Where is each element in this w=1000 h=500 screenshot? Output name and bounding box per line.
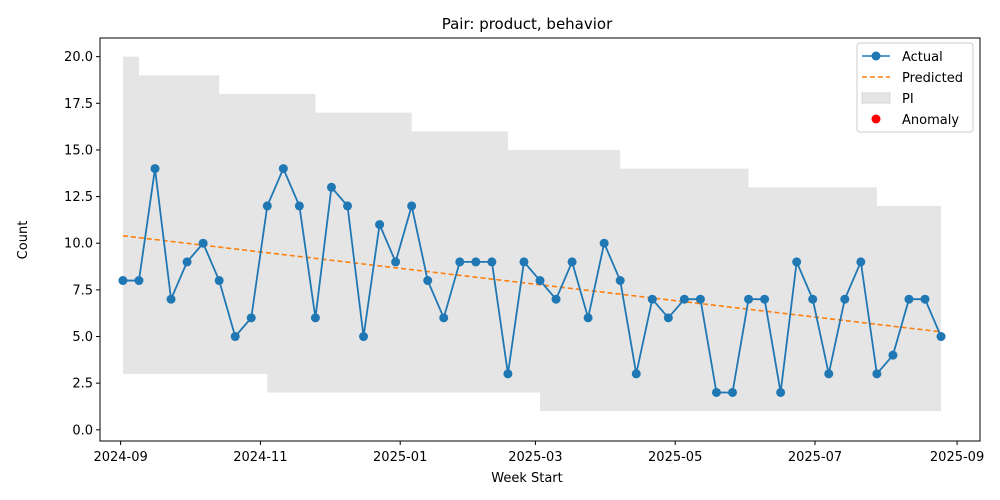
actual-point (214, 276, 224, 286)
actual-point (583, 313, 593, 323)
actual-point (872, 369, 882, 379)
actual-point (728, 387, 737, 397)
legend-predicted-label: Predicted (902, 71, 963, 86)
actual-point (391, 257, 401, 267)
actual-point (567, 257, 577, 267)
prediction-interval-layer (122, 56, 942, 430)
legend-box (856, 42, 974, 133)
actual-point (471, 257, 481, 267)
plot-frame (99, 37, 981, 442)
x-tick-label: 2025-07 (788, 450, 842, 465)
actual-point (760, 294, 770, 304)
actual-point (535, 276, 545, 286)
actual-point (423, 276, 433, 286)
y-tick-label: 12.5 (64, 190, 93, 205)
actual-point (310, 313, 320, 323)
actual-point (278, 164, 288, 174)
x-axis: 2024-09 2024-11 2025-01 2025-03 2025-05 2025-… (93, 441, 984, 465)
actual-point (407, 201, 417, 211)
actual-point (294, 201, 304, 211)
actual-point (695, 294, 705, 304)
actual-point (808, 294, 818, 304)
actual-point (503, 369, 513, 379)
actual-point (359, 332, 369, 342)
y-tick-label: 20.0 (64, 50, 93, 65)
actual-point (118, 276, 128, 286)
predicted-line (122, 234, 942, 333)
actual-line (122, 166, 942, 394)
actual-point (631, 369, 641, 379)
x-tick-label: 2025-03 (508, 450, 562, 465)
y-axis-title: Count (16, 221, 31, 260)
actual-point (744, 294, 754, 304)
actual-point (711, 387, 721, 397)
actual-point (375, 220, 385, 230)
actual-point (904, 294, 914, 304)
y-tick-label: 17.5 (64, 97, 93, 112)
actual-point (663, 313, 673, 323)
actual-point (439, 313, 449, 323)
x-tick-label: 2025-05 (648, 450, 702, 465)
actual-point (343, 201, 352, 211)
actual-point (246, 313, 256, 323)
actual-point (840, 294, 850, 304)
actual-point (888, 350, 898, 360)
legend: Actual Predicted PI Anomaly (856, 42, 974, 133)
actual-point (262, 201, 272, 211)
y-tick-label: 15.0 (64, 143, 93, 158)
actual-point (150, 164, 160, 174)
legend-pi-swatch (861, 92, 891, 104)
x-tick-label: 2025-01 (373, 450, 427, 465)
legend-anomaly-marker (871, 114, 881, 124)
x-tick-label: 2025-09 (930, 450, 984, 465)
actual-point (599, 238, 609, 248)
actual-point (936, 332, 946, 342)
actual-point (487, 257, 497, 267)
y-tick-label: 5.0 (72, 330, 93, 345)
actual-point (519, 257, 529, 267)
prediction-interval-band (122, 56, 942, 430)
actual-point (455, 257, 465, 267)
legend-actual-marker (871, 51, 881, 61)
x-tick-label: 2024-11 (233, 450, 287, 465)
actual-point (792, 257, 802, 267)
y-tick-label: 10.0 (64, 237, 93, 252)
actual-point (182, 257, 192, 267)
actual-point (647, 294, 657, 304)
chart-title: Pair: product, behavior (442, 15, 613, 33)
actual-point (134, 276, 144, 286)
actual-point (824, 369, 834, 379)
actual-point (776, 387, 786, 397)
y-tick-label: 2.5 (72, 377, 93, 392)
actual-point (326, 182, 336, 192)
actual-point (198, 238, 208, 248)
actual-point (230, 332, 240, 342)
actual-point (615, 276, 625, 286)
x-axis-title: Week Start (491, 471, 563, 486)
actual-point (856, 257, 866, 267)
actual-layer (118, 164, 946, 397)
x-tick-label: 2024-09 (93, 450, 147, 465)
actual-point (166, 294, 176, 304)
legend-anomaly-label: Anomaly (902, 113, 959, 128)
y-tick-label: 7.5 (72, 283, 93, 298)
y-axis: 0.0 2.5 5.0 7.5 10.0 12.5 15.0 17.5 20.0 (64, 50, 100, 438)
actual-point (679, 294, 689, 304)
actual-point (920, 294, 930, 304)
legend-actual-label: Actual (902, 50, 943, 65)
actual-point (551, 294, 561, 304)
legend-pi-label: PI (902, 92, 914, 107)
predicted-layer (122, 234, 942, 333)
y-tick-label: 0.0 (72, 423, 93, 438)
